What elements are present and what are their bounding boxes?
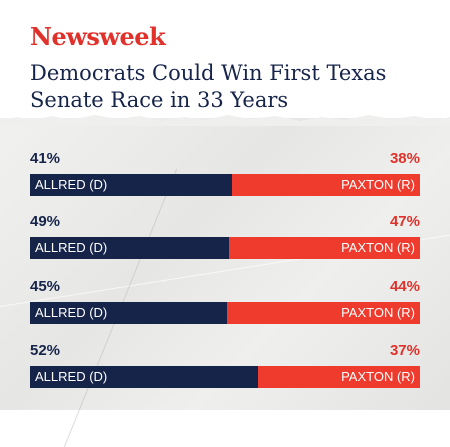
header: Newsweek Democrats Could Win First Texas… bbox=[0, 0, 450, 130]
torn-paper-edge bbox=[0, 115, 450, 126]
rep-percent: 44% bbox=[389, 278, 420, 295]
rep-bar: ALLRED (D) PAXTON (R) bbox=[30, 302, 420, 324]
poll-row: 52% 37% ALLRED (D) PAXTON (R) bbox=[30, 342, 420, 388]
dem-bar bbox=[30, 302, 227, 324]
dem-percent: 52% bbox=[30, 342, 61, 359]
poll-row: 45% 44% ALLRED (D) PAXTON (R) bbox=[30, 278, 420, 324]
dem-label: ALLRED (D) bbox=[35, 305, 108, 320]
dem-bar bbox=[30, 237, 229, 259]
poll-row: 49% 47% ALLRED (D) PAXTON (R) bbox=[30, 213, 420, 259]
dem-label: ALLRED (D) bbox=[35, 369, 108, 384]
paper-background bbox=[0, 115, 450, 447]
dem-bar bbox=[30, 174, 232, 196]
poll-row: 41% 38% ALLRED (D) PAXTON (R) bbox=[30, 150, 420, 196]
rep-bar: ALLRED (D) PAXTON (R) bbox=[30, 366, 420, 388]
newsweek-logo: Newsweek bbox=[30, 22, 166, 51]
rep-percent: 38% bbox=[389, 150, 420, 167]
dem-percent: 45% bbox=[30, 278, 61, 295]
rep-percent: 37% bbox=[389, 342, 420, 359]
dem-bar bbox=[30, 366, 258, 388]
rep-label: PAXTON (R) bbox=[341, 369, 415, 384]
rep-label: PAXTON (R) bbox=[341, 305, 415, 320]
rep-percent: 47% bbox=[389, 213, 420, 230]
rep-label: PAXTON (R) bbox=[341, 240, 415, 255]
dem-label: ALLRED (D) bbox=[35, 240, 108, 255]
dem-percent: 41% bbox=[30, 150, 61, 167]
rep-label: PAXTON (R) bbox=[341, 177, 415, 192]
chart-title: Democrats Could Win First Texas Senate R… bbox=[30, 61, 387, 112]
dem-label: ALLRED (D) bbox=[35, 177, 108, 192]
rep-bar: ALLRED (D) PAXTON (R) bbox=[30, 237, 420, 259]
rep-bar: ALLRED (D) PAXTON (R) bbox=[30, 174, 420, 196]
dem-percent: 49% bbox=[30, 213, 61, 230]
